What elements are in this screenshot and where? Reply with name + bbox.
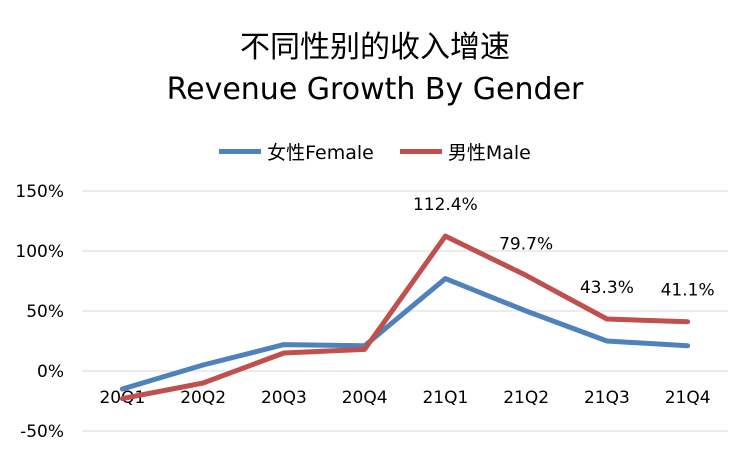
- series-line-male: [119, 233, 691, 402]
- x-tick-label: 21Q4: [665, 388, 711, 408]
- chart-title: 不同性别的收入增速: [240, 30, 510, 65]
- y-tick-label: 150%: [15, 182, 64, 202]
- y-tick-label: -50%: [20, 422, 64, 442]
- x-tick-label: 20Q2: [180, 388, 226, 408]
- x-tick-label: 20Q4: [342, 388, 388, 408]
- legend-swatch-female: [219, 149, 262, 154]
- chart-subtitle: Revenue Growth By Gender: [166, 72, 584, 107]
- y-tick-label: 50%: [26, 302, 64, 322]
- data-label: 41.1%: [661, 281, 715, 301]
- x-tick-label: 20Q3: [261, 388, 307, 408]
- legend-label-male: 男性Male: [447, 142, 531, 164]
- x-tick-label: 21Q2: [503, 388, 549, 408]
- data-label: 43.3%: [580, 278, 634, 298]
- legend-item-female: 女性Female: [219, 138, 374, 165]
- legend: 女性Female 男性Male: [0, 138, 750, 165]
- data-label: 112.4%: [413, 195, 478, 215]
- legend-swatch-male: [399, 149, 442, 154]
- data-label: 79.7%: [499, 234, 553, 254]
- x-tick-label: 21Q1: [422, 388, 468, 408]
- legend-item-male: 男性Male: [399, 138, 531, 165]
- x-tick-label: 21Q3: [584, 388, 630, 408]
- y-tick-label: 100%: [15, 242, 64, 262]
- series-line-female: [119, 276, 691, 392]
- y-tick-label: 0%: [37, 362, 64, 382]
- legend-label-female: 女性Female: [267, 142, 374, 164]
